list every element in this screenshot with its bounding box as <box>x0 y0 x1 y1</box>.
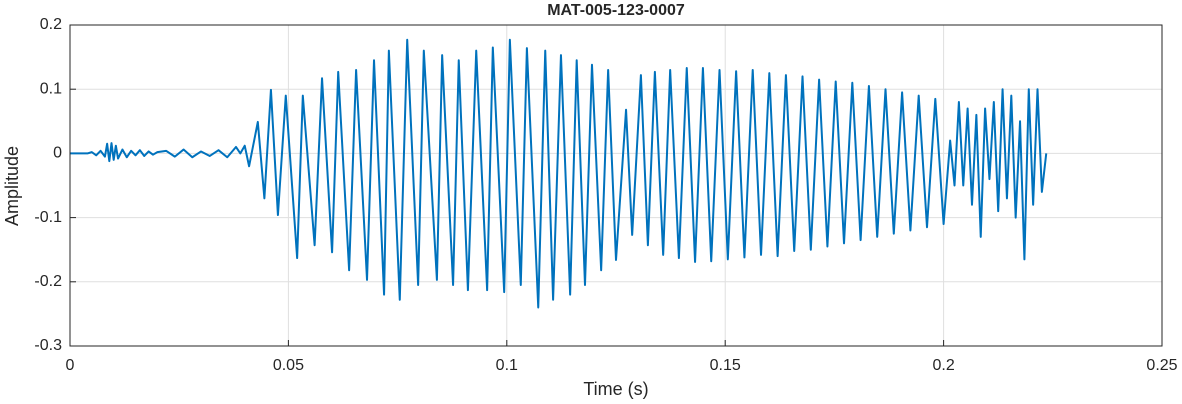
y-tick-label: 0.2 <box>40 16 62 33</box>
plot-frame <box>69 24 1163 347</box>
y-tick-label: 0.1 <box>40 80 62 97</box>
x-tick-label: 0.1 <box>496 357 518 374</box>
x-tick-label: 0.25 <box>1146 357 1177 374</box>
waveform-line <box>70 38 1048 309</box>
y-tick-label: -0.2 <box>34 273 62 290</box>
x-axis-label: Time (s) <box>583 379 648 399</box>
chart-title: MAT-005-123-0007 <box>547 2 685 19</box>
x-tick-label: 0.2 <box>932 357 954 374</box>
y-tick-label: -0.3 <box>34 337 62 354</box>
y-axis-label: Amplitude <box>2 146 22 226</box>
y-tick-label: 0 <box>53 145 62 162</box>
x-tick-label: 0.05 <box>273 357 304 374</box>
x-tick-label: 0.15 <box>710 357 741 374</box>
y-tick-label: -0.1 <box>34 209 62 226</box>
x-tick-label: 0 <box>66 357 75 374</box>
